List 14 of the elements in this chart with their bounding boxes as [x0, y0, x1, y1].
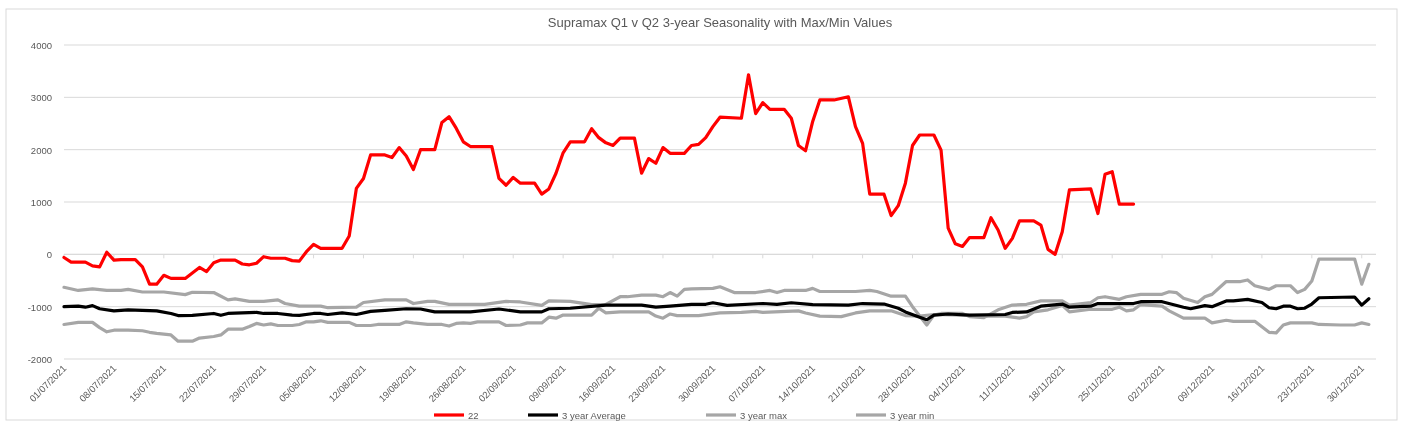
y-tick-label: 1000 — [30, 197, 52, 208]
y-tick-label: -1000 — [27, 301, 52, 313]
y-tick-label: 3000 — [30, 92, 52, 104]
line-series — [62, 73, 1136, 286]
y-tick-label: 0 — [46, 249, 52, 261]
legend-label: 3 year min — [890, 409, 935, 421]
legend-label: 3 year max — [740, 409, 788, 421]
y-tick-label: 4000 — [30, 40, 52, 51]
legend-label: 3 year Average — [562, 409, 626, 421]
legend-label: 22 — [468, 409, 479, 421]
y-tick-label: 2000 — [30, 144, 52, 156]
chart-title: Supramax Q1 v Q2 3-year Seasonality with Max/Min Values — [547, 15, 893, 30]
line-series — [62, 295, 1371, 322]
y-tick-label: -2000 — [27, 354, 52, 365]
